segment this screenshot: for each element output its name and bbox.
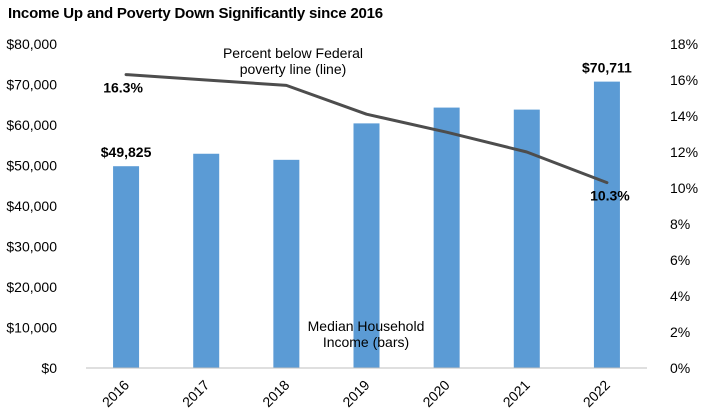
x-tick-label: 2019	[339, 377, 372, 410]
right-axis-ticks: 0% 2% 4% 6% 8% 10% 12% 14% 16% 18%	[670, 36, 698, 376]
left-tick-label: $10,000	[6, 320, 57, 336]
right-tick-label: 2%	[670, 324, 690, 340]
left-tick-label: $20,000	[6, 279, 57, 295]
bar-2018	[273, 159, 300, 368]
line-annotation: Percent below Federal	[223, 45, 363, 61]
right-tick-label: 18%	[670, 36, 698, 52]
x-axis-ticks: 2016 2017 2018 2019 2020 2021 2022	[99, 377, 613, 410]
left-tick-label: $70,000	[6, 77, 57, 93]
line-layer	[124, 73, 609, 185]
right-tick-label: 14%	[670, 108, 698, 124]
data-label: 16.3%	[103, 80, 143, 96]
left-tick-label: $80,000	[6, 36, 57, 52]
bar-annotation: Median Household	[308, 318, 425, 334]
x-tick-label: 2021	[500, 377, 533, 410]
left-tick-label: $30,000	[6, 239, 57, 255]
x-tick-label: 2017	[179, 377, 212, 410]
data-labels: $49,825 $70,711 16.3% 10.3%	[101, 60, 632, 204]
bar-2022	[593, 81, 620, 368]
left-tick-label: $50,000	[6, 158, 57, 174]
data-label: $49,825	[101, 144, 152, 160]
bar-2020	[433, 107, 460, 369]
x-tick-label: 2016	[99, 377, 132, 410]
bar-2016	[113, 166, 140, 368]
right-tick-label: 16%	[670, 72, 698, 88]
bars-layer	[113, 81, 620, 369]
right-tick-label: 0%	[670, 360, 690, 376]
left-axis-ticks: $0 $10,000 $20,000 $30,000 $40,000 $50,000 $60…	[6, 36, 57, 376]
line-annotation: poverty line (line)	[240, 61, 347, 77]
bar-annotation: Income (bars)	[323, 334, 409, 350]
right-tick-label: 10%	[670, 180, 698, 196]
x-tick-label: 2022	[580, 377, 613, 410]
left-tick-label: $60,000	[6, 117, 57, 133]
left-tick-label: $0	[41, 360, 57, 376]
bar-2019	[353, 123, 380, 368]
data-label: 10.3%	[590, 188, 630, 204]
x-tick-label: 2020	[419, 377, 452, 410]
chart-title: Income Up and Poverty Down Significantly…	[8, 5, 383, 22]
data-label: $70,711	[582, 60, 632, 76]
right-tick-label: 8%	[670, 216, 690, 232]
right-tick-label: 4%	[670, 288, 690, 304]
left-tick-label: $40,000	[6, 198, 57, 214]
bar-2017	[193, 153, 220, 368]
right-tick-label: 6%	[670, 252, 690, 268]
right-tick-label: 12%	[670, 144, 698, 160]
x-tick-label: 2018	[259, 377, 292, 410]
